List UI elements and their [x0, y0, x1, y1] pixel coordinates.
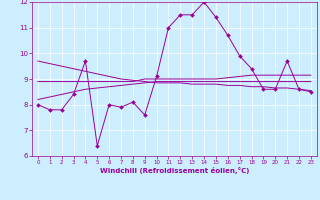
- X-axis label: Windchill (Refroidissement éolien,°C): Windchill (Refroidissement éolien,°C): [100, 167, 249, 174]
